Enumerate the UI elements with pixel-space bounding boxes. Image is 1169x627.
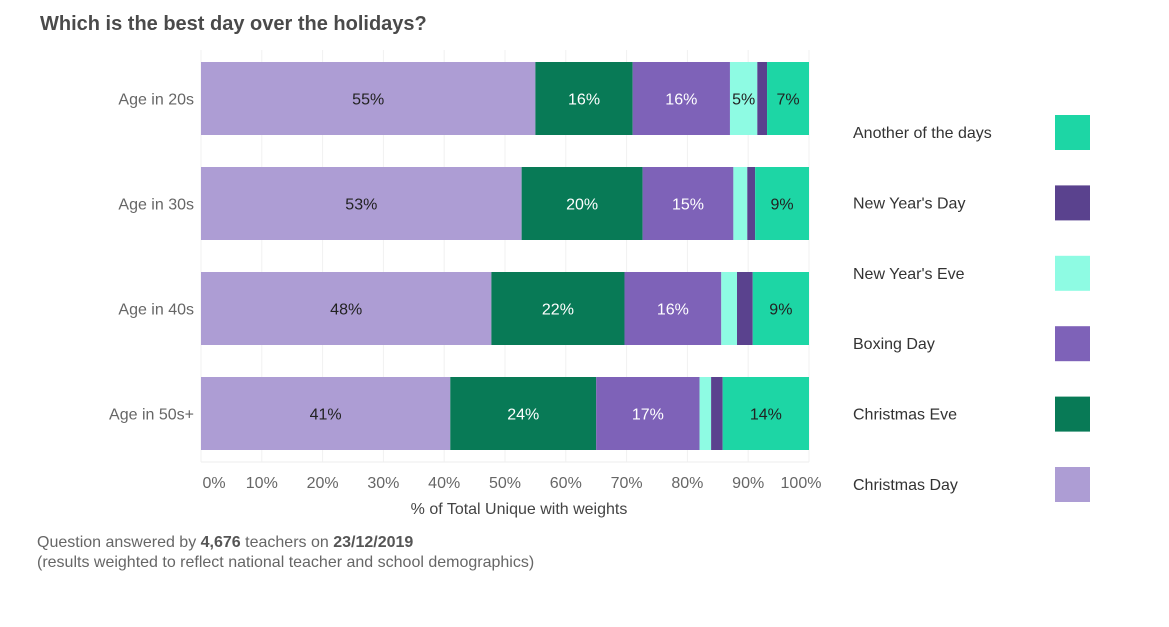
legend-swatch	[1055, 396, 1090, 432]
bar-segment	[632, 62, 730, 135]
bar-segment	[201, 377, 451, 450]
x-tick-label: 60%	[550, 475, 582, 492]
bar-data-label: 7%	[776, 92, 799, 109]
bar-segment	[624, 272, 722, 345]
x-tick-label: 50%	[489, 475, 521, 492]
bar-segment	[201, 62, 536, 135]
bar-data-label: 9%	[769, 302, 792, 319]
bar-segment	[767, 62, 809, 135]
x-tick-label: 80%	[671, 475, 703, 492]
x-tick-label: 70%	[611, 475, 643, 492]
survey-date: 23/12/2019	[333, 534, 414, 551]
bar-segment	[535, 62, 633, 135]
chart-title: Which is the best day over the holidays?	[40, 13, 427, 35]
bar-segment	[201, 272, 492, 345]
legend: Another of the days New Year's Day New Yea…	[853, 115, 1090, 502]
bar-segment	[737, 272, 753, 345]
legend-label: New Year's Day	[853, 195, 965, 212]
x-tick-label: 40%	[428, 475, 460, 492]
bar-data-label: 55%	[352, 92, 384, 109]
bar-segment	[711, 377, 723, 450]
legend-label: Another of the days	[853, 125, 992, 142]
bar-segment	[596, 377, 700, 450]
x-axis-ticks: 0% 10% 20% 30% 40% 50% 60% 70% 80% 90% 100%	[202, 475, 821, 492]
category-labels: Age in 20s Age in 30s Age in 40s Age in 50s…	[109, 92, 194, 424]
bar-segment	[755, 167, 809, 240]
bar-segment	[729, 62, 758, 135]
bar-data-label: 5%	[732, 92, 755, 109]
legend-swatch	[1055, 115, 1090, 150]
bar-data-label: 15%	[672, 197, 704, 214]
legend-label: Christmas Day	[853, 477, 958, 494]
category-label: Age in 50s+	[109, 407, 194, 424]
respondent-count: 4,676	[200, 534, 241, 551]
legend-label: Boxing Day	[853, 336, 935, 353]
category-label: Age in 20s	[118, 92, 194, 109]
bar-data-label: 24%	[507, 407, 539, 424]
bar-segment	[721, 272, 738, 345]
x-axis-title: % of Total Unique with weights	[411, 501, 628, 518]
legend-swatch	[1055, 326, 1090, 362]
legend-swatch	[1055, 255, 1090, 291]
legend-label: New Year's Eve	[853, 266, 965, 283]
bar-segment	[450, 377, 597, 450]
bar-segment	[642, 167, 734, 240]
x-tick-label: 100%	[781, 475, 822, 492]
x-tick-label: 20%	[307, 475, 339, 492]
footnote-line-1: Question answered by 4,676 teachers on 2…	[37, 533, 534, 553]
x-tick-label: 0%	[202, 475, 225, 492]
bar-segment	[733, 167, 748, 240]
footnote-prefix: Question answered by	[37, 534, 201, 551]
bar-data-label: 20%	[566, 197, 598, 214]
bar-data-label: 14%	[750, 407, 782, 424]
x-tick-label: 90%	[732, 475, 764, 492]
bar-segment	[747, 167, 756, 240]
bar-segment	[757, 62, 768, 135]
bar-segment	[201, 167, 522, 240]
bar-data-label: 22%	[542, 302, 574, 319]
x-tick-label: 30%	[367, 475, 399, 492]
bar-data-label: 41%	[310, 407, 342, 424]
footnote-middle: teachers on	[240, 534, 334, 551]
legend-swatch	[1055, 467, 1090, 502]
footnote-line-2: (results weighted to reflect national te…	[37, 554, 535, 571]
bar-data-label: 16%	[657, 302, 689, 319]
bar-segment	[491, 272, 625, 345]
category-label: Age in 40s	[118, 302, 194, 319]
bar-data-label: 16%	[568, 92, 600, 109]
bar-segment	[699, 377, 712, 450]
legend-label: Christmas Eve	[853, 407, 957, 424]
bar-data-label: 17%	[632, 407, 664, 424]
bar-data-label: 48%	[330, 302, 362, 319]
bar-segment	[521, 167, 643, 240]
category-label: Age in 30s	[118, 197, 194, 214]
x-tick-label: 10%	[246, 475, 278, 492]
bar-data-label: 53%	[345, 197, 377, 214]
bar-segment	[752, 272, 809, 345]
bar-data-label: 16%	[665, 92, 697, 109]
footnote: Question answered by 4,676 teachers on 2…	[37, 533, 534, 573]
bars-layer: 55% 16% 16% 5% 7% 53% 20% 15% 9% 48% 22% 16% 9% 41% 24…	[201, 62, 809, 450]
bar-segment	[722, 377, 809, 450]
legend-swatch	[1055, 185, 1090, 221]
bar-data-label: 9%	[771, 197, 794, 214]
